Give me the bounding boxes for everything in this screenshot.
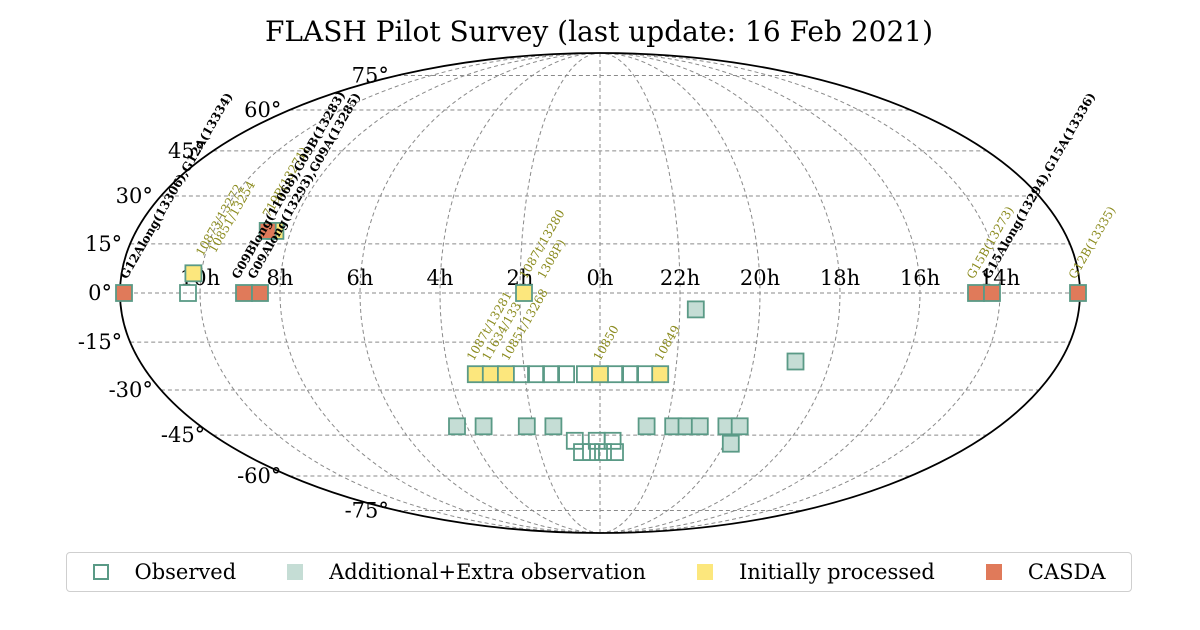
legend-swatch-initial: [696, 564, 713, 580]
additional-field-marker: [517, 417, 536, 436]
graticule: [120, 52, 1080, 534]
legend-swatch-observed: [92, 564, 109, 580]
casda-field-marker: [1069, 284, 1087, 302]
observed-field-marker: [512, 365, 530, 384]
y-tick-label: 45°: [168, 139, 205, 163]
y-tick-label: 60°: [244, 98, 281, 122]
observed-field-marker: [527, 365, 545, 384]
y-tick-label: 75°: [352, 64, 389, 88]
x-tick-label: 6h: [347, 266, 374, 290]
y-tick-label: -75°: [345, 499, 389, 523]
legend-label: Observed: [134, 560, 237, 584]
field-markers: [115, 221, 1087, 462]
initial-field-marker: [591, 365, 609, 384]
chart-title: FLASH Pilot Survey (last update: 16 Feb …: [265, 15, 933, 48]
observed-field-marker: [582, 443, 600, 462]
x-tick-label: 8h: [267, 266, 294, 290]
meridian-line: [439, 52, 601, 534]
x-tick-label: 20h: [740, 266, 780, 290]
observed-field-marker: [594, 443, 612, 462]
observed-field-marker: [636, 365, 655, 384]
additional-field-marker: [474, 417, 493, 436]
casda-field-marker: [235, 284, 253, 302]
y-tick-label: 15°: [85, 232, 122, 256]
initial-field-marker: [184, 264, 203, 283]
casda-field-marker: [251, 284, 269, 302]
observed-field-marker: [603, 431, 622, 450]
observed-field-marker: [621, 365, 639, 384]
observed-field-marker: [573, 443, 591, 462]
x-tick-label: 18h: [820, 266, 860, 290]
additional-field-marker: [690, 417, 709, 436]
legend-swatch-casda: [985, 564, 1002, 580]
additional-field-marker: [448, 417, 466, 436]
field-annotations: G12Along(13306),G12A(13334)10873/1327210…: [117, 89, 1118, 363]
initial-field-marker: [466, 365, 485, 384]
legend-swatch-additional: [287, 564, 304, 580]
initial-field-marker: [651, 365, 670, 384]
initial-field-marker: [496, 365, 515, 384]
observed-field-marker: [606, 443, 624, 462]
y-tick-label: -45°: [161, 423, 205, 447]
legend-label: Initially processed: [738, 560, 935, 584]
observed-field-marker: [542, 365, 560, 384]
casda-field-marker: [258, 221, 277, 240]
observed-field-marker: [576, 365, 594, 384]
legend-label: CASDA: [1027, 560, 1106, 584]
legend-label: Additional+Extra observation: [329, 560, 646, 584]
x-tick-label: 0h: [587, 266, 614, 290]
additional-field-marker: [686, 300, 705, 319]
y-tick-label: -30°: [109, 378, 153, 402]
additional-field-marker: [544, 417, 563, 436]
observed-field-marker: [179, 284, 197, 302]
initial-field-marker: [481, 365, 500, 384]
y-tick-label: 0°: [88, 281, 112, 305]
casda-field-marker: [983, 284, 1001, 302]
legend-item-casda: CASDA: [985, 560, 1106, 584]
casda-field-marker: [967, 284, 985, 302]
y-tick-label: -60°: [237, 464, 281, 488]
observed-field-marker: [606, 365, 624, 384]
meridian-line: [599, 52, 841, 534]
legend-item-initial: Initially processed: [696, 560, 935, 584]
y-tick-label: -15°: [78, 330, 122, 354]
additional-field-marker: [786, 352, 805, 371]
casda-field-marker: [115, 284, 133, 302]
meridian-line: [279, 52, 601, 534]
field-annotation: 10850: [590, 323, 621, 363]
legend-item-observed: Observed: [92, 560, 237, 584]
initial-field-marker: [515, 284, 533, 302]
legend: Observed Additional+Extra observation Init…: [66, 552, 1132, 592]
x-tick-label: 16h: [900, 266, 940, 290]
additional-field-marker: [637, 417, 656, 436]
legend-item-additional: Additional+Extra observation: [287, 560, 646, 584]
field-annotation: G12B(13335): [1066, 204, 1119, 281]
additional-field-marker: [730, 417, 749, 436]
x-tick-label: 22h: [660, 266, 700, 290]
x-tick-label: 4h: [427, 266, 454, 290]
y-tick-label: 30°: [116, 184, 153, 208]
additional-field-marker: [721, 434, 740, 453]
observed-field-marker: [557, 365, 575, 384]
